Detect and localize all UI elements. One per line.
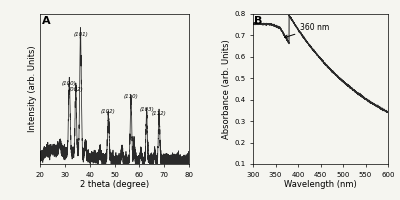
Text: (101): (101) (73, 32, 88, 37)
Text: 360 nm: 360 nm (285, 23, 330, 38)
Y-axis label: Intensity (arb. Units): Intensity (arb. Units) (28, 46, 37, 132)
X-axis label: Wavelength (nm): Wavelength (nm) (284, 180, 357, 189)
Text: (102): (102) (101, 109, 116, 114)
Text: B: B (254, 16, 263, 25)
Y-axis label: Absorbance (arb. Units): Absorbance (arb. Units) (222, 39, 231, 139)
Text: (103): (103) (139, 107, 154, 112)
Text: A: A (42, 16, 50, 25)
Text: (110): (110) (124, 94, 138, 99)
Text: (002): (002) (68, 87, 83, 92)
X-axis label: 2 theta (degree): 2 theta (degree) (80, 180, 149, 189)
Text: (112): (112) (152, 111, 166, 116)
Text: (100): (100) (62, 81, 77, 86)
